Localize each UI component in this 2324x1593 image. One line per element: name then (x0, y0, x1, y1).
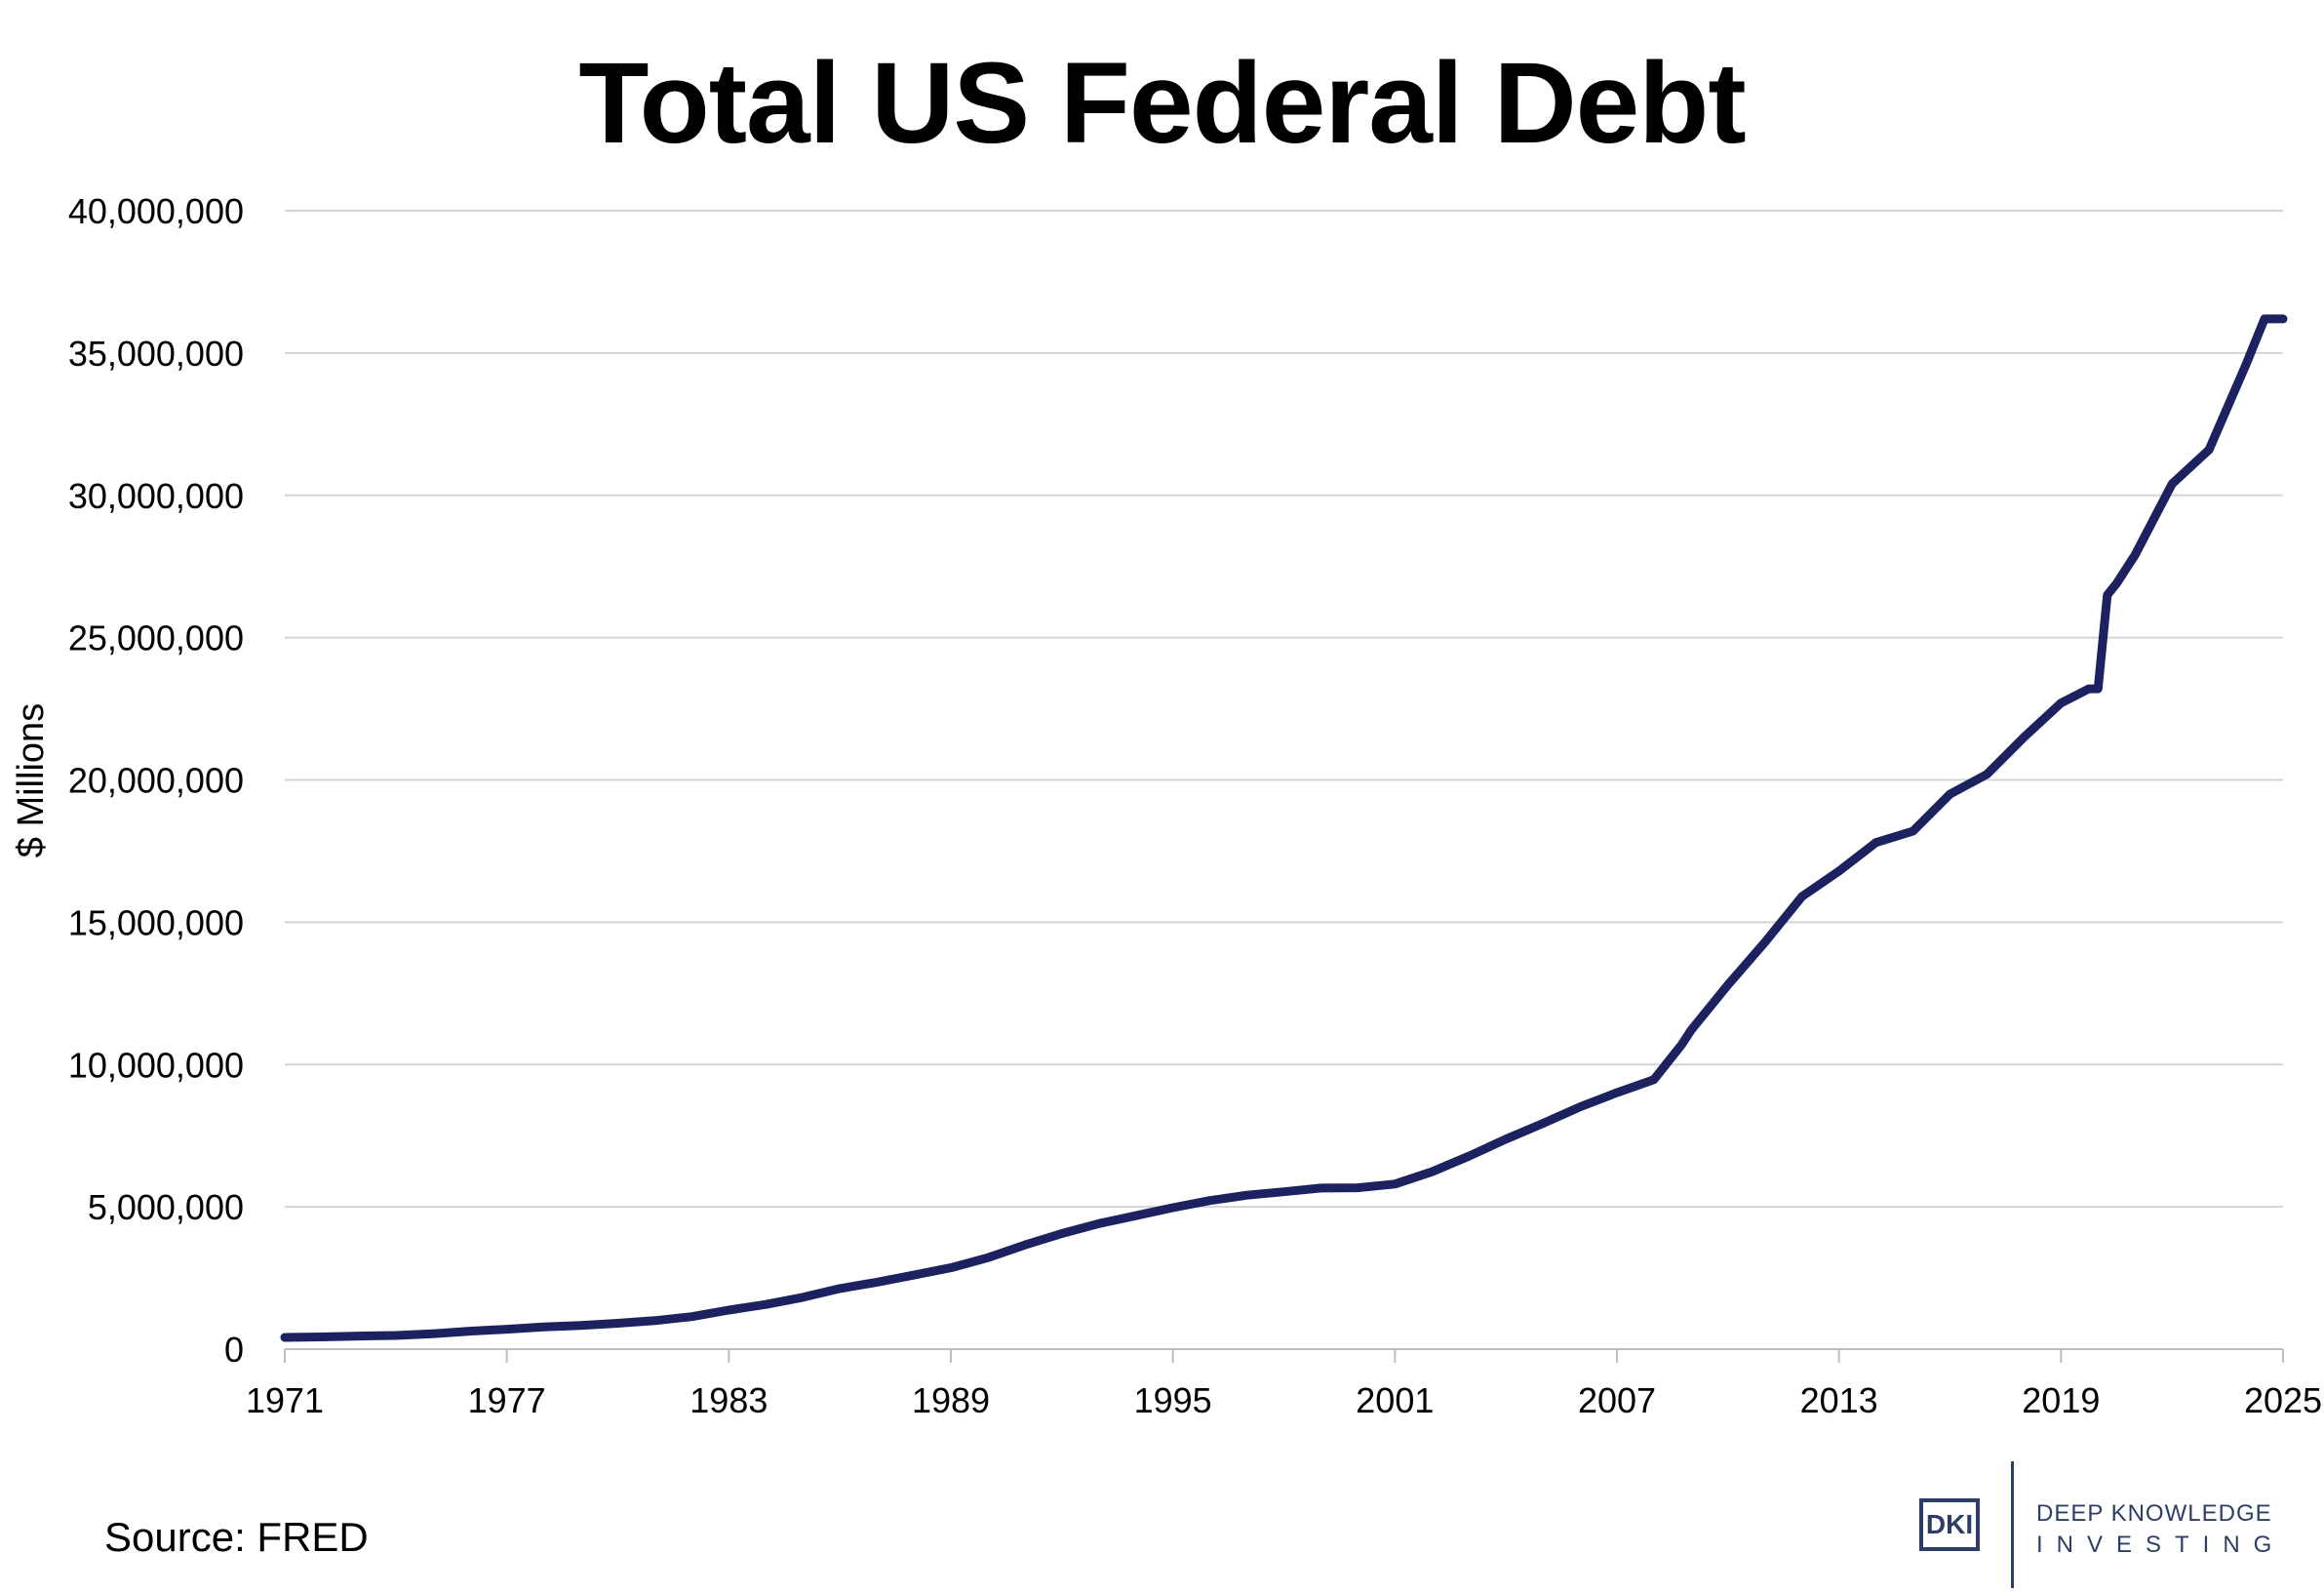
y-tick-label: 40,000,000 (68, 191, 244, 231)
y-tick-label: 25,000,000 (68, 618, 244, 658)
x-tick-label: 2019 (2022, 1380, 2100, 1420)
chart-title: Total US Federal Debt (578, 39, 1746, 168)
y-axis-tick-labels: 0 5,000,000 10,000,000 15,000,000 20,000,000… (68, 191, 244, 1370)
y-tick-label: 0 (224, 1330, 244, 1370)
series-line-total-debt (280, 314, 2288, 1342)
source-note: Source: FRED (104, 1514, 369, 1560)
y-tick-label: 35,000,000 (68, 334, 244, 374)
y-tick-label: 10,000,000 (68, 1045, 244, 1085)
y-tick-label: 15,000,000 (68, 902, 244, 942)
y-tick-label: 5,000,000 (88, 1187, 244, 1227)
logo-text-line2: INVESTING (2036, 1532, 2286, 1558)
company-logo: DKI DEEP KNOWLEDGE INVESTING (1919, 1461, 2300, 1588)
y-tick-label: 20,000,000 (68, 761, 244, 801)
x-tick-label: 1995 (1134, 1380, 1212, 1420)
logo-text-line1: DEEP KNOWLEDGE (2036, 1500, 2272, 1527)
x-axis-tick-labels: 1971 1977 1983 1989 1995 2001 2007 2013 2019 2025 (246, 1349, 2322, 1420)
y-axis-label: $ Millions (11, 703, 52, 857)
x-tick-label: 1989 (912, 1380, 990, 1420)
x-tick-label: 2007 (1578, 1380, 1656, 1420)
series-layer (280, 314, 2288, 1342)
logo-divider (2011, 1461, 2014, 1588)
logo-mark: DKI (1919, 1498, 1980, 1551)
x-tick-label: 2001 (1356, 1380, 1434, 1420)
grid-lines (285, 210, 2283, 1350)
x-tick-label: 2013 (1800, 1380, 1878, 1420)
x-tick-label: 1983 (689, 1380, 768, 1420)
y-tick-label: 30,000,000 (68, 476, 244, 516)
x-tick-label: 1977 (468, 1380, 546, 1420)
x-tick-label: 1971 (246, 1380, 324, 1420)
x-tick-label: 2025 (2244, 1380, 2322, 1420)
